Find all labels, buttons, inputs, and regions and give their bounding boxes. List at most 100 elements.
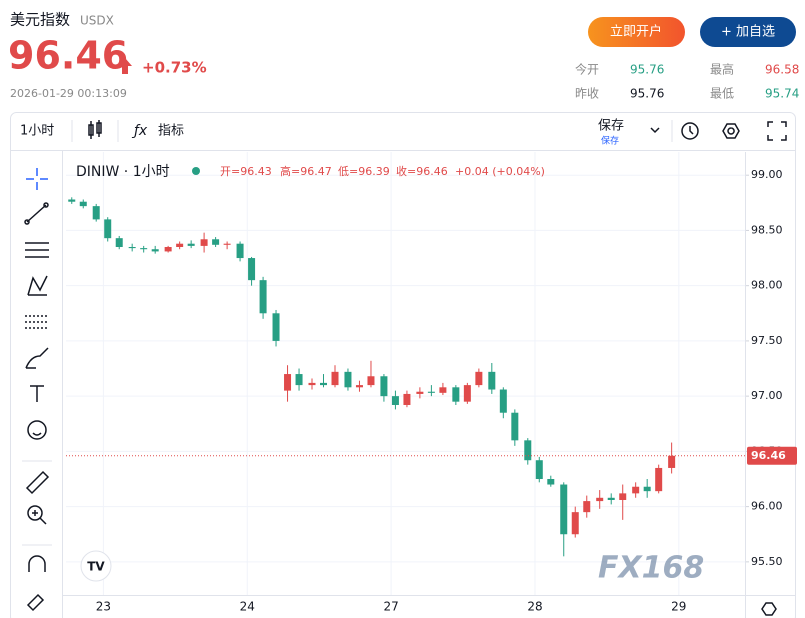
candle-body [452, 387, 460, 402]
candle-body [284, 374, 292, 391]
fx-icon[interactable]: ƒx [131, 123, 148, 139]
open-account-label[interactable]: 立即开户 [610, 24, 662, 40]
candle-body [607, 497, 615, 500]
candle-body [524, 440, 532, 461]
indicators[interactable]: 指标 [158, 124, 184, 139]
candle-body [367, 376, 375, 386]
x-tick-label: 24 [240, 600, 255, 614]
ohlc-legend: 收=96.46 [396, 164, 448, 178]
candle-body [583, 501, 591, 513]
y-tick-label: 96.00 [751, 500, 783, 513]
stat-value: 95.74 [765, 87, 799, 101]
candle-body [140, 248, 148, 250]
chevron[interactable] [650, 127, 660, 134]
watchlist-button[interactable] [700, 17, 796, 47]
x-tick-label: 28 [527, 600, 542, 614]
candle-body [511, 412, 519, 441]
candle-body [571, 512, 579, 535]
interval[interactable]: 1小时 [20, 124, 54, 139]
stat-label: 昨收 [575, 87, 599, 101]
candle-body [547, 479, 555, 485]
timestamp: 2026-01-29 00:13:09 [10, 87, 127, 100]
ohlc-legend: 高=96.47 [280, 164, 332, 178]
stat-label: 今开 [575, 62, 599, 77]
drawing-tools[interactable] [24, 168, 50, 612]
save-sub: 保存 [601, 135, 619, 147]
ohlc-legend: 开=96.43 [220, 165, 272, 178]
save[interactable]: 保存 [598, 119, 624, 134]
candle-body [331, 371, 339, 386]
candle-body [560, 484, 568, 535]
candle-body [223, 243, 231, 245]
candle-body [535, 460, 543, 480]
candle-body [488, 371, 496, 390]
candle-body [596, 497, 604, 502]
chart-frame [10, 112, 796, 618]
code: USDX [80, 14, 114, 28]
open-account-button[interactable] [588, 17, 685, 47]
candle-body [92, 206, 100, 220]
candle-body [380, 376, 388, 397]
candle-body [344, 371, 352, 388]
tv-logo-text: TV [87, 560, 105, 574]
candle-body [391, 396, 399, 405]
candle-body [104, 219, 112, 239]
watermark: FX168 [598, 551, 704, 586]
candle-body [187, 243, 195, 246]
candle-body [655, 467, 663, 492]
price-label-box [747, 446, 797, 465]
candle-body [295, 374, 303, 386]
alert-icon[interactable] [681, 122, 699, 140]
candle-body [355, 385, 363, 388]
price-label: 96.46 [751, 449, 786, 462]
stat-value: 95.76 [630, 87, 664, 101]
candle-body [236, 243, 244, 259]
price: 96.46 [8, 34, 128, 78]
x-tick-label: 27 [383, 600, 398, 614]
candle-body [416, 391, 424, 394]
candle-body [248, 258, 256, 281]
candle-body [115, 238, 123, 248]
candle-body [212, 239, 220, 245]
title: 美元指数 [10, 11, 70, 29]
candle-body [128, 247, 136, 249]
fullscreen-icon[interactable] [767, 121, 787, 141]
candle-body [499, 389, 507, 413]
candle-body [79, 201, 87, 207]
y-tick-label: 99.00 [751, 168, 783, 181]
ohlc-legend: 低=96.39 [338, 165, 390, 178]
candle-body [308, 382, 316, 386]
candle-body [403, 393, 411, 405]
stat-label: 最高 [710, 62, 734, 77]
candle-icon[interactable] [88, 120, 102, 139]
change: +0.73% [142, 59, 207, 77]
candle-body [176, 243, 184, 248]
ohlc-legend: +0.04 (+0.04%) [455, 165, 545, 178]
axis-settings[interactable] [761, 602, 777, 616]
candle-body [272, 313, 280, 341]
symbol: DINIW · 1小时 [76, 164, 170, 180]
x-tick-label: 29 [671, 600, 686, 614]
y-tick-label: 97.50 [751, 334, 783, 347]
candle-body [632, 486, 640, 494]
y-tick-label: 97.00 [751, 389, 783, 402]
candle-body [643, 486, 651, 492]
candle-body [619, 493, 627, 500]
candle-body [427, 391, 435, 393]
y-tick-label: 98.00 [751, 279, 783, 292]
candle-body [439, 387, 447, 393]
candle-body [475, 371, 483, 386]
candle-body [200, 239, 208, 246]
candle-body [463, 385, 471, 402]
settings-icon[interactable] [722, 123, 740, 139]
candle-body [668, 455, 676, 468]
tv-logo [80, 550, 112, 582]
y-tick-label: 95.50 [751, 555, 783, 568]
watchlist-label[interactable]: + 加自选 [721, 25, 775, 40]
status-dot [192, 167, 200, 175]
y-tick-label: 98.50 [751, 223, 783, 236]
stat-value: 95.76 [630, 63, 664, 77]
stat-label: 最低 [710, 87, 734, 101]
candle-body [259, 280, 267, 314]
